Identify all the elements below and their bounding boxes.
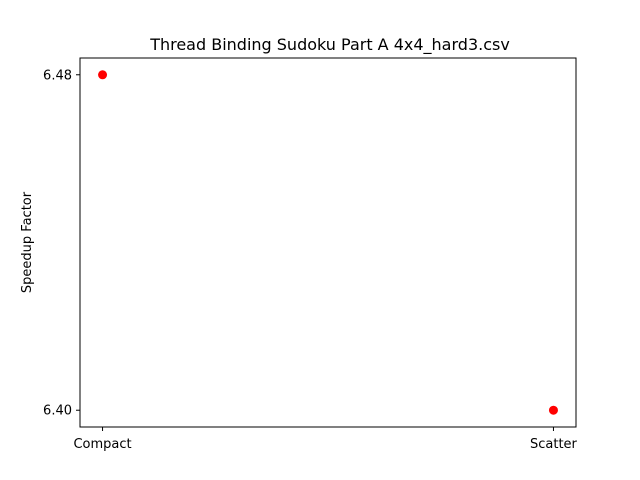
plot-area: [79, 57, 577, 428]
y-tick-label: 6.40: [43, 404, 72, 419]
x-axis: Compact Scatter: [73, 427, 578, 452]
data-point: [548, 405, 558, 415]
y-axis-title: Speedup Factor: [20, 191, 35, 293]
data-points: [98, 70, 558, 415]
y-tick-label: 6.48: [43, 68, 72, 83]
x-tick-label: Compact: [73, 437, 131, 452]
chart-title: Thread Binding Sudoku Part A 4x4_hard3.c…: [149, 35, 510, 55]
data-point: [98, 70, 108, 80]
x-tick-label: Scatter: [530, 437, 578, 452]
y-axis: 6.40 6.48: [43, 68, 80, 419]
